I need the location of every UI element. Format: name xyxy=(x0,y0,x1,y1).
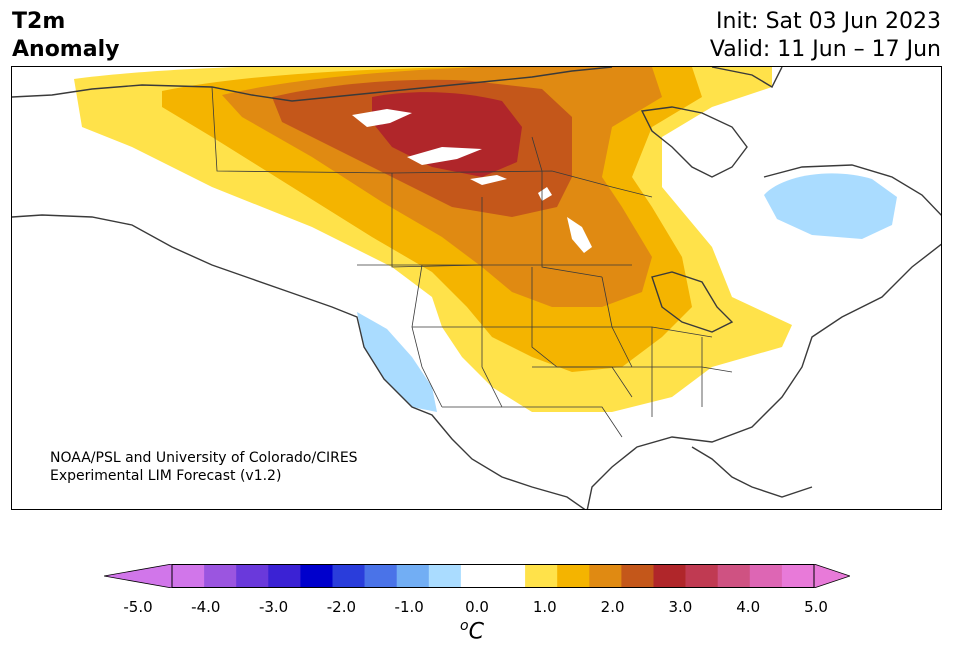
colorbar-tick-label: 4.0 xyxy=(736,598,761,616)
colorbar-tick-label: -2.0 xyxy=(326,598,357,616)
credit-line-2: Experimental LIM Forecast (v1.2) xyxy=(50,468,282,484)
lake xyxy=(538,187,552,201)
title-line-1: T2m xyxy=(12,9,66,34)
colorbar-ticks: -5.0 -4.0 -3.0 -2.0 -1.0 0.0 1.0 2.0 3.0 4.0 5.0 xyxy=(0,598,953,618)
colorbar-cell xyxy=(364,564,397,588)
political-borders xyxy=(211,86,733,438)
colorbar-tick-label: -1.0 xyxy=(394,598,424,616)
colorbar-cell xyxy=(460,564,494,588)
colorbar-cell xyxy=(589,564,622,588)
credit-text: NOAA/PSL and University of Colorado/CIRE… xyxy=(50,449,358,485)
map-title: T2m Anomaly xyxy=(12,8,119,64)
colorbar-extend-low xyxy=(104,564,173,588)
colorbar-cells xyxy=(172,564,815,588)
colorbar-cell xyxy=(621,564,654,588)
init-date: Init: Sat 03 Jun 2023 xyxy=(716,9,941,34)
forecast-dates: Init: Sat 03 Jun 2023 Valid: 11 Jun – 17… xyxy=(710,8,941,64)
colorbar-tick-label: 2.0 xyxy=(600,598,625,616)
lake xyxy=(567,217,592,253)
colorbar-cell xyxy=(525,564,558,588)
colorbar-tick-label: -4.0 xyxy=(191,598,221,616)
colorbar-unit: oC xyxy=(460,618,484,644)
credit-line-1: NOAA/PSL and University of Colorado/CIRE… xyxy=(50,450,358,466)
colorbar-cell xyxy=(717,564,751,588)
colorbar-cell xyxy=(204,564,237,588)
colorbar-tick-label: 0.0 xyxy=(465,598,489,616)
title-line-2: Anomaly xyxy=(12,37,120,62)
unit-letter: C xyxy=(468,619,484,645)
lake xyxy=(407,147,482,165)
colorbar-cell xyxy=(653,564,686,588)
colorbar-cell xyxy=(300,564,333,588)
anomaly-area-cold-west xyxy=(357,312,437,412)
colorbar-cell xyxy=(236,564,269,588)
colorbar-cell xyxy=(268,564,301,588)
colorbar-cell xyxy=(172,564,205,588)
colorbar-cell xyxy=(685,564,718,588)
colorbar-cell xyxy=(557,564,590,588)
lake xyxy=(470,175,507,185)
colorbar-cell xyxy=(332,564,365,588)
colorbar-cell xyxy=(493,564,526,588)
colorbar-tick-label: 5.0 xyxy=(804,598,828,616)
colorbar-tick-label: -5.0 xyxy=(123,598,153,616)
colorbar-cell xyxy=(781,564,815,588)
anomaly-map: NOAA/PSL and University of Colorado/CIRE… xyxy=(11,66,942,510)
colorbar-tick-label: -3.0 xyxy=(258,598,289,616)
map-canvas xyxy=(12,67,941,509)
colorbar-cell xyxy=(396,564,430,588)
valid-dates: Valid: 11 Jun – 17 Jun xyxy=(709,37,941,62)
anomaly-area-cold-quebec xyxy=(764,173,897,239)
colorbar xyxy=(104,564,850,588)
coastlines xyxy=(12,67,941,509)
colorbar-tick-label: 3.0 xyxy=(668,598,693,616)
colorbar-cell xyxy=(749,564,783,588)
colorbar-extend-high xyxy=(813,564,850,588)
unit-degree: o xyxy=(460,618,469,634)
colorbar-tick-label: 1.0 xyxy=(532,598,557,616)
lake xyxy=(352,109,412,127)
colorbar-cell xyxy=(428,564,462,588)
colorbar-outline xyxy=(171,564,815,588)
